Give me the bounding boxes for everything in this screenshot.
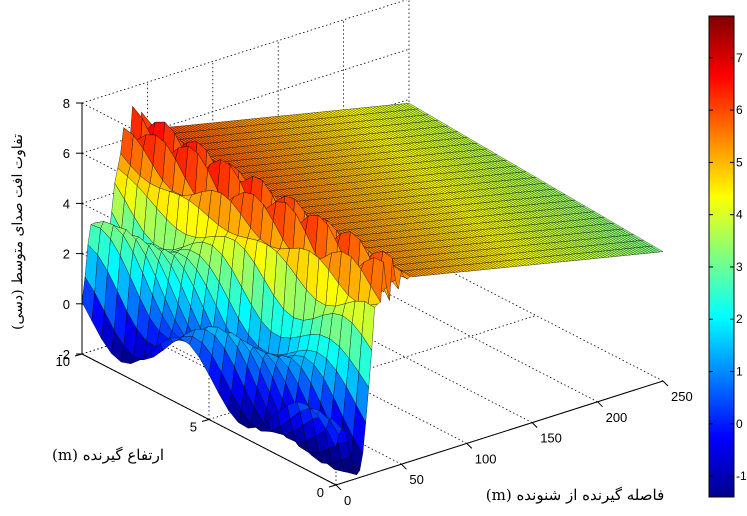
- x-tick-mark: [597, 401, 603, 408]
- x-tick-mark: [401, 463, 407, 470]
- y-tick-mark: [201, 419, 210, 422]
- colorbar-tick-label: -1: [736, 469, 747, 483]
- colorbar-tick-label: 5: [736, 155, 743, 169]
- y-axis-label: ارتفاع گیرنده (m): [52, 446, 164, 464]
- x-axis-label: فاصله گیرنده از شنونده (m): [486, 486, 665, 504]
- x-tick-label: 200: [606, 410, 628, 425]
- surface-patch: [326, 419, 340, 448]
- x-tick-mark: [662, 380, 669, 387]
- colorbar-tick-label: 2: [736, 312, 743, 326]
- z-tick-label: 0: [63, 297, 70, 312]
- x-tick-label: 50: [409, 472, 423, 487]
- y-tick-label: 0: [317, 485, 324, 500]
- z-tick-label: 6: [63, 146, 70, 161]
- grid-line: [81, 0, 408, 104]
- colorbar-tick-label: 6: [736, 103, 743, 117]
- z-tick-label: -2: [58, 347, 70, 362]
- y-tick-label: 10: [56, 354, 70, 369]
- x-tick-label: 250: [671, 389, 693, 404]
- x-tick-mark: [531, 422, 538, 428]
- colorbar-tick-label: 7: [736, 51, 743, 65]
- x-tick-label: 0: [344, 493, 351, 508]
- z-axis-label: تفاوت افت صدای متوسط (دسی): [10, 134, 26, 330]
- x-tick-label: 150: [540, 431, 562, 446]
- colorbar: -1 0 1 2 3 4 5 6 7: [708, 15, 747, 498]
- x-tick-mark: [335, 484, 342, 491]
- colorbar-ticks: -1 0 1 2 3 4 5 6 7: [709, 51, 747, 483]
- y-tick-mark: [74, 353, 83, 357]
- colorbar-tick-label: 4: [736, 208, 743, 222]
- y-tick-mark: [328, 484, 337, 488]
- z-tick-label: 8: [63, 96, 70, 111]
- colorbar-tick-label: 3: [736, 260, 743, 274]
- x-tick-label: 100: [475, 451, 497, 466]
- y-tick-label: 5: [190, 420, 197, 435]
- axis-line: [335, 380, 664, 486]
- colorbar-tick-label: 1: [736, 365, 743, 379]
- x-tick-mark: [466, 443, 473, 449]
- surface-mesh: [81, 103, 664, 476]
- z-tick-label: 4: [63, 196, 70, 211]
- colorbar-tick-label: 0: [736, 417, 743, 431]
- z-tick-label: 2: [63, 247, 70, 262]
- colorbar-gradient: [708, 15, 735, 498]
